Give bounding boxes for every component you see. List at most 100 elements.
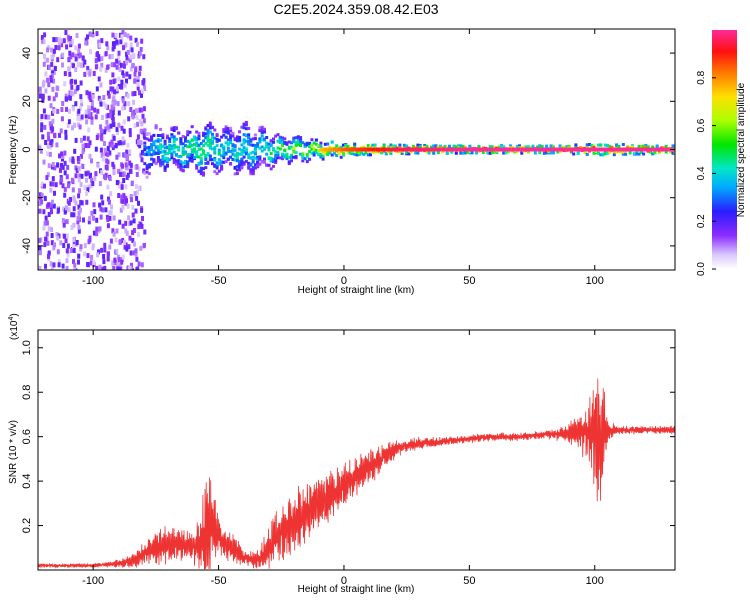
spectrogram-cell	[308, 157, 312, 161]
spectrogram-ridge-cell	[560, 147, 564, 152]
spectrogram-cell	[147, 172, 151, 176]
spectrogram-cell	[129, 35, 133, 41]
spectrogram-cell	[96, 51, 100, 57]
spectrogram-cell	[64, 205, 68, 211]
spectrogram-cell	[112, 122, 116, 127]
spectrogram-cell	[495, 151, 499, 154]
spectrogram-cell	[156, 147, 160, 151]
spectrogram-cell	[136, 134, 140, 140]
spectrogram-cell	[143, 229, 147, 235]
spectrogram-cell	[342, 143, 345, 147]
spectrogram-cell	[222, 128, 226, 132]
spectrogram-cell	[77, 253, 81, 259]
spectrogram-cell	[70, 177, 74, 183]
x-tick-label: -50	[211, 575, 227, 587]
spectrogram-cell	[94, 114, 98, 120]
spectrogram-cell	[527, 150, 530, 154]
spectrogram-cell	[43, 242, 47, 248]
spectrogram-cell	[290, 159, 293, 163]
spectrogram-cell	[58, 42, 62, 48]
spectrogram-cell	[77, 166, 81, 172]
spectrogram-cell	[138, 65, 142, 71]
spectrogram-ridge-cell	[527, 147, 530, 152]
spectrogram-cell	[159, 143, 163, 147]
spectrogram-cell	[258, 146, 262, 150]
spectrogram-cell	[50, 47, 54, 53]
spectrogram-cell	[161, 160, 165, 164]
spectrogram-cell	[47, 226, 51, 232]
spectrogram-cell	[319, 141, 323, 145]
spectrogram-cell	[655, 144, 659, 148]
spectrogram-cell	[74, 67, 78, 73]
spectrogram-cell	[78, 188, 81, 194]
spectrogram-cell	[287, 140, 291, 144]
spectrogram-cell	[106, 184, 110, 190]
spectrogram-cell	[202, 171, 205, 175]
spectrogram-cell	[109, 191, 113, 197]
spectrogram-cell	[204, 154, 208, 158]
spectrogram-cell	[99, 82, 103, 88]
spectrogram-cell	[147, 148, 151, 152]
spectrogram-cell	[59, 167, 62, 173]
spectrogram-cell	[40, 35, 44, 40]
spectrogram-cell	[172, 135, 176, 139]
spectrogram-cell	[188, 130, 192, 134]
spectrogram-cell	[44, 263, 47, 269]
spectrogram-cell	[156, 137, 160, 141]
spectrogram-cell	[240, 125, 244, 129]
spectrogram-cell	[111, 41, 115, 47]
spectrogram-cell	[71, 158, 75, 164]
spectrogram-cell	[274, 156, 278, 160]
spectrogram-cell	[132, 99, 136, 105]
spectrogram-cell	[78, 52, 82, 58]
spectrogram-cell	[104, 172, 108, 178]
spectrogram-cell	[140, 157, 144, 163]
spectrogram-cell	[110, 104, 114, 110]
spectrogram-cell	[77, 210, 81, 216]
spectrogram-cell	[229, 126, 233, 130]
spectrogram-cell	[124, 42, 128, 48]
spectrogram-cell	[48, 121, 52, 127]
spectrogram-cell	[240, 148, 244, 152]
spectrogram-cell	[208, 154, 212, 158]
spectrogram-cell	[60, 162, 63, 168]
spectrogram-cell	[53, 190, 56, 196]
spectrogram-cell	[79, 98, 83, 104]
spectrogram-cell	[92, 71, 96, 76]
y-tick-label: -20	[21, 190, 33, 206]
spectrogram-cell	[123, 240, 126, 246]
spectrogram-cell	[96, 252, 100, 258]
spectrogram-cell	[42, 53, 46, 59]
spectrogram-cell	[128, 74, 132, 80]
spectrogram-cell	[80, 114, 84, 120]
spectrogram-cell	[448, 144, 451, 148]
spectrogram-cell	[260, 125, 264, 129]
spectrogram-cell	[150, 163, 154, 166]
spectrogram-ridge-cell	[660, 147, 664, 152]
spectrogram-cell	[630, 145, 634, 149]
spectrogram-cell	[222, 156, 226, 160]
spectrogram-cell	[258, 155, 262, 159]
spectrogram-cell	[213, 147, 217, 151]
spectrogram-cell	[215, 161, 219, 165]
spectrogram-cell	[63, 71, 67, 77]
spectrogram-cell	[206, 131, 210, 135]
spectrogram-cell	[179, 164, 183, 168]
spectrogram-cell	[290, 155, 293, 159]
spectrogram-ridge-cell	[545, 147, 549, 152]
spectrogram-cell	[88, 71, 92, 77]
spectrogram-cell	[226, 146, 230, 150]
spectrogram-cell	[140, 121, 144, 127]
spectrogram-cell	[213, 157, 217, 160]
spectrogram-cell	[55, 232, 59, 237]
spectrogram-ridge-cell	[644, 147, 648, 152]
spectrogram-cell	[231, 149, 235, 153]
spectrogram-cell	[58, 132, 61, 138]
spectrogram-cell	[77, 43, 81, 49]
spectrogram-cell	[99, 101, 103, 107]
snr-y-ticks: 0.20.40.60.81.0	[21, 340, 675, 533]
spectrogram-cell	[224, 125, 228, 129]
spectrogram-cell	[117, 168, 121, 174]
spectrogram-cell	[184, 138, 187, 142]
spectrogram-cell	[163, 166, 167, 170]
